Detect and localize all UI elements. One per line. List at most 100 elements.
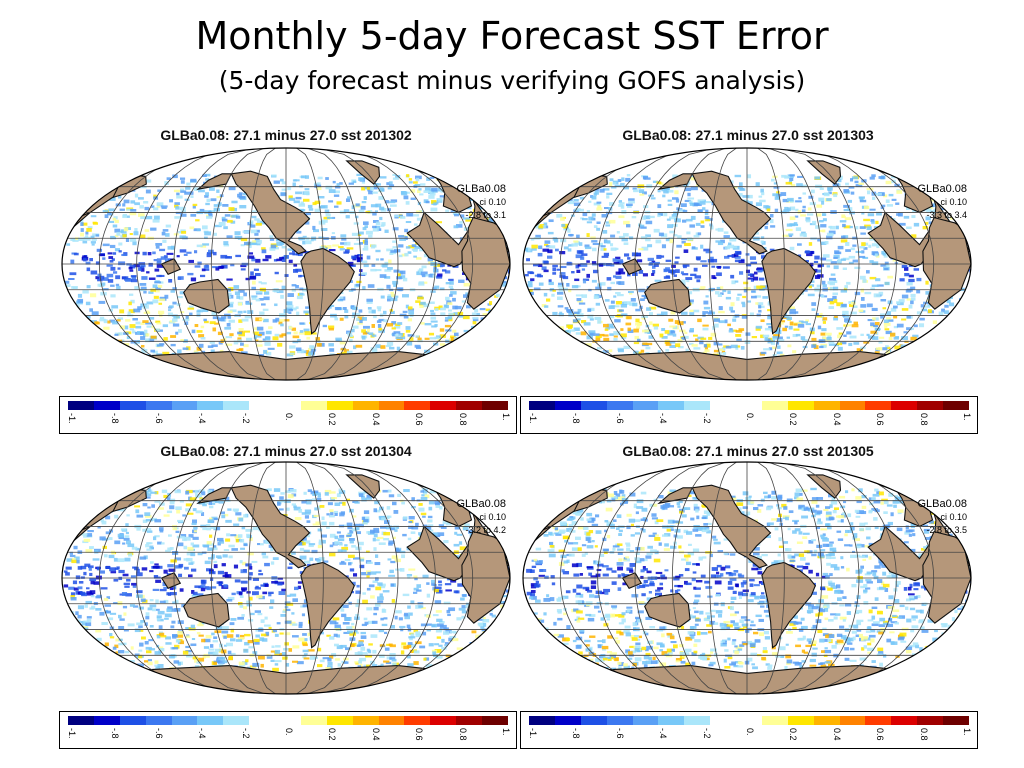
colorbar-swatch	[275, 716, 302, 725]
colorbar-tick-label: -.6	[614, 413, 625, 424]
colorbar-swatch	[943, 716, 970, 725]
colorbar-swatch	[223, 716, 250, 725]
colorbar-swatch	[736, 716, 763, 725]
colorbar-swatch	[430, 716, 457, 725]
colorbar-swatch	[865, 401, 892, 410]
colorbar-swatch	[300, 716, 328, 725]
colorbar-swatch	[197, 716, 224, 725]
colorbar-swatch	[710, 401, 737, 410]
map-border	[522, 147, 972, 381]
colorbar-swatch	[943, 401, 970, 410]
colorbar-swatch	[352, 716, 380, 725]
colorbar-swatch	[300, 401, 328, 410]
colorbar-swatch	[813, 716, 841, 725]
panel-title-201305: GLBa0.08: 27.1 minus 27.0 sst 201305	[622, 443, 874, 459]
map-border	[522, 461, 972, 695]
slide-subtitle: (5-day forecast minus verifying GOFS ana…	[218, 66, 806, 95]
colorbar-tick-label: -.4	[658, 728, 669, 739]
colorbar-swatch	[529, 401, 556, 410]
colorbar-swatch	[787, 716, 815, 725]
colorbar-swatch	[68, 401, 95, 410]
colorbar-tick-label: -.6	[153, 728, 164, 739]
colorbar-swatch	[554, 716, 582, 725]
colorbar-swatch	[197, 401, 224, 410]
map-border	[61, 147, 511, 381]
colorbar-swatch	[736, 401, 763, 410]
colorbar-swatch	[684, 401, 711, 410]
colorbar-tick-label: 0.6	[414, 413, 425, 426]
graticule	[62, 148, 510, 380]
map-border	[61, 461, 511, 695]
colorbar-swatch	[93, 716, 121, 725]
colorbar-swatch	[352, 401, 380, 410]
colorbar-swatch	[891, 401, 918, 410]
colorbar-tick-label: -1.	[528, 413, 538, 424]
colorbar-swatch	[865, 716, 892, 725]
colorbar-201303: -1. -.8 -.6 -.4 -.2 0. 0.2 0.4 0.6 0.8 1.	[520, 396, 978, 434]
model-label-201303: GLBa0.08 ci 0.10 -3.3 to 3.4	[917, 183, 967, 220]
colorbar-swatch	[917, 716, 944, 725]
colorbar-swatch	[684, 716, 711, 725]
colorbar-tick-label: 0.2	[327, 413, 338, 426]
colorbar-tick-label: 0.2	[788, 728, 799, 741]
colorbar-swatch	[456, 401, 483, 410]
colorbar-swatch	[68, 716, 95, 725]
colorbar-swatch	[632, 716, 659, 725]
sst-error-map-201305	[522, 461, 972, 695]
colorbar-tick-label: -.6	[614, 728, 625, 739]
colorbar-swatch	[839, 401, 866, 410]
colorbar-tick-label: -1.	[67, 728, 77, 739]
colorbar-201302: -1. -.8 -.6 -.4 -.2 0. 0.2 0.4 0.6 0.8 1.	[59, 396, 517, 434]
model-label-201302: GLBa0.08 ci 0.10 -2.8 to 3.1	[456, 183, 506, 220]
model-label-201305: GLBa0.08 ci 0.10 -2.8 to 3.5	[917, 498, 967, 535]
panel-title-201303: GLBa0.08: 27.1 minus 27.0 sst 201303	[622, 127, 874, 143]
sst-error-map-201302	[61, 147, 511, 381]
colorbar-swatch	[710, 716, 737, 725]
colorbar-swatch	[761, 716, 789, 725]
colorbar-tick-label: 0.	[745, 413, 755, 421]
colorbar-swatch	[171, 401, 198, 410]
model-label-201304: GLBa0.08 ci 0.10 -3.2 to 4.2	[456, 498, 506, 535]
colorbar-swatch	[891, 716, 918, 725]
colorbar-swatch	[171, 716, 198, 725]
colorbar-swatch	[917, 401, 944, 410]
colorbar-swatch	[404, 716, 431, 725]
colorbar-tick-label: 0.6	[875, 413, 886, 426]
colorbar-swatch	[813, 401, 841, 410]
panel-title-201302: GLBa0.08: 27.1 minus 27.0 sst 201302	[160, 127, 412, 143]
colorbar-tick-label: -.2	[701, 413, 712, 424]
colorbar-swatch	[326, 401, 354, 410]
colorbar-swatch	[606, 716, 634, 725]
colorbar-tick-label: 0.	[284, 728, 294, 736]
slide-title: Monthly 5-day Forecast SST Error	[195, 14, 829, 58]
colorbar-tick-label: -.4	[197, 728, 208, 739]
colorbar-tick-label: -.6	[153, 413, 164, 424]
colorbar-tick-label: 0.8	[918, 728, 929, 741]
colorbar-tick-label: 0.2	[788, 413, 799, 426]
colorbar-swatch	[632, 401, 659, 410]
colorbar-tick-label: -1.	[67, 413, 77, 424]
colorbar-swatch	[93, 401, 121, 410]
colorbar-tick-label: 0.4	[831, 413, 842, 426]
colorbar-tick-label: 0.8	[918, 413, 929, 426]
colorbar-swatch	[606, 401, 634, 410]
colorbar-tick-label: 1.	[962, 413, 972, 421]
colorbar-swatch	[482, 401, 509, 410]
colorbar-swatch	[761, 401, 789, 410]
colorbar-tick-label: -.8	[110, 728, 121, 739]
colorbar-swatch	[145, 401, 173, 410]
colorbar-tick-label: -1.	[528, 728, 538, 739]
colorbar-tick-label: -.8	[571, 728, 582, 739]
colorbar-swatch	[249, 401, 276, 410]
sst-error-map-201303	[522, 147, 972, 381]
colorbar-swatch	[456, 716, 483, 725]
colorbar-swatch	[787, 401, 815, 410]
colorbar-swatch	[119, 716, 147, 725]
colorbar-tick-label: -.2	[240, 413, 251, 424]
colorbar-swatch	[249, 716, 276, 725]
colorbar-swatch	[529, 716, 556, 725]
colorbar-tick-label: 1.	[501, 413, 511, 421]
colorbar-swatch	[580, 716, 608, 725]
colorbar-swatch	[119, 401, 147, 410]
colorbar-tick-label: 1.	[501, 728, 511, 736]
